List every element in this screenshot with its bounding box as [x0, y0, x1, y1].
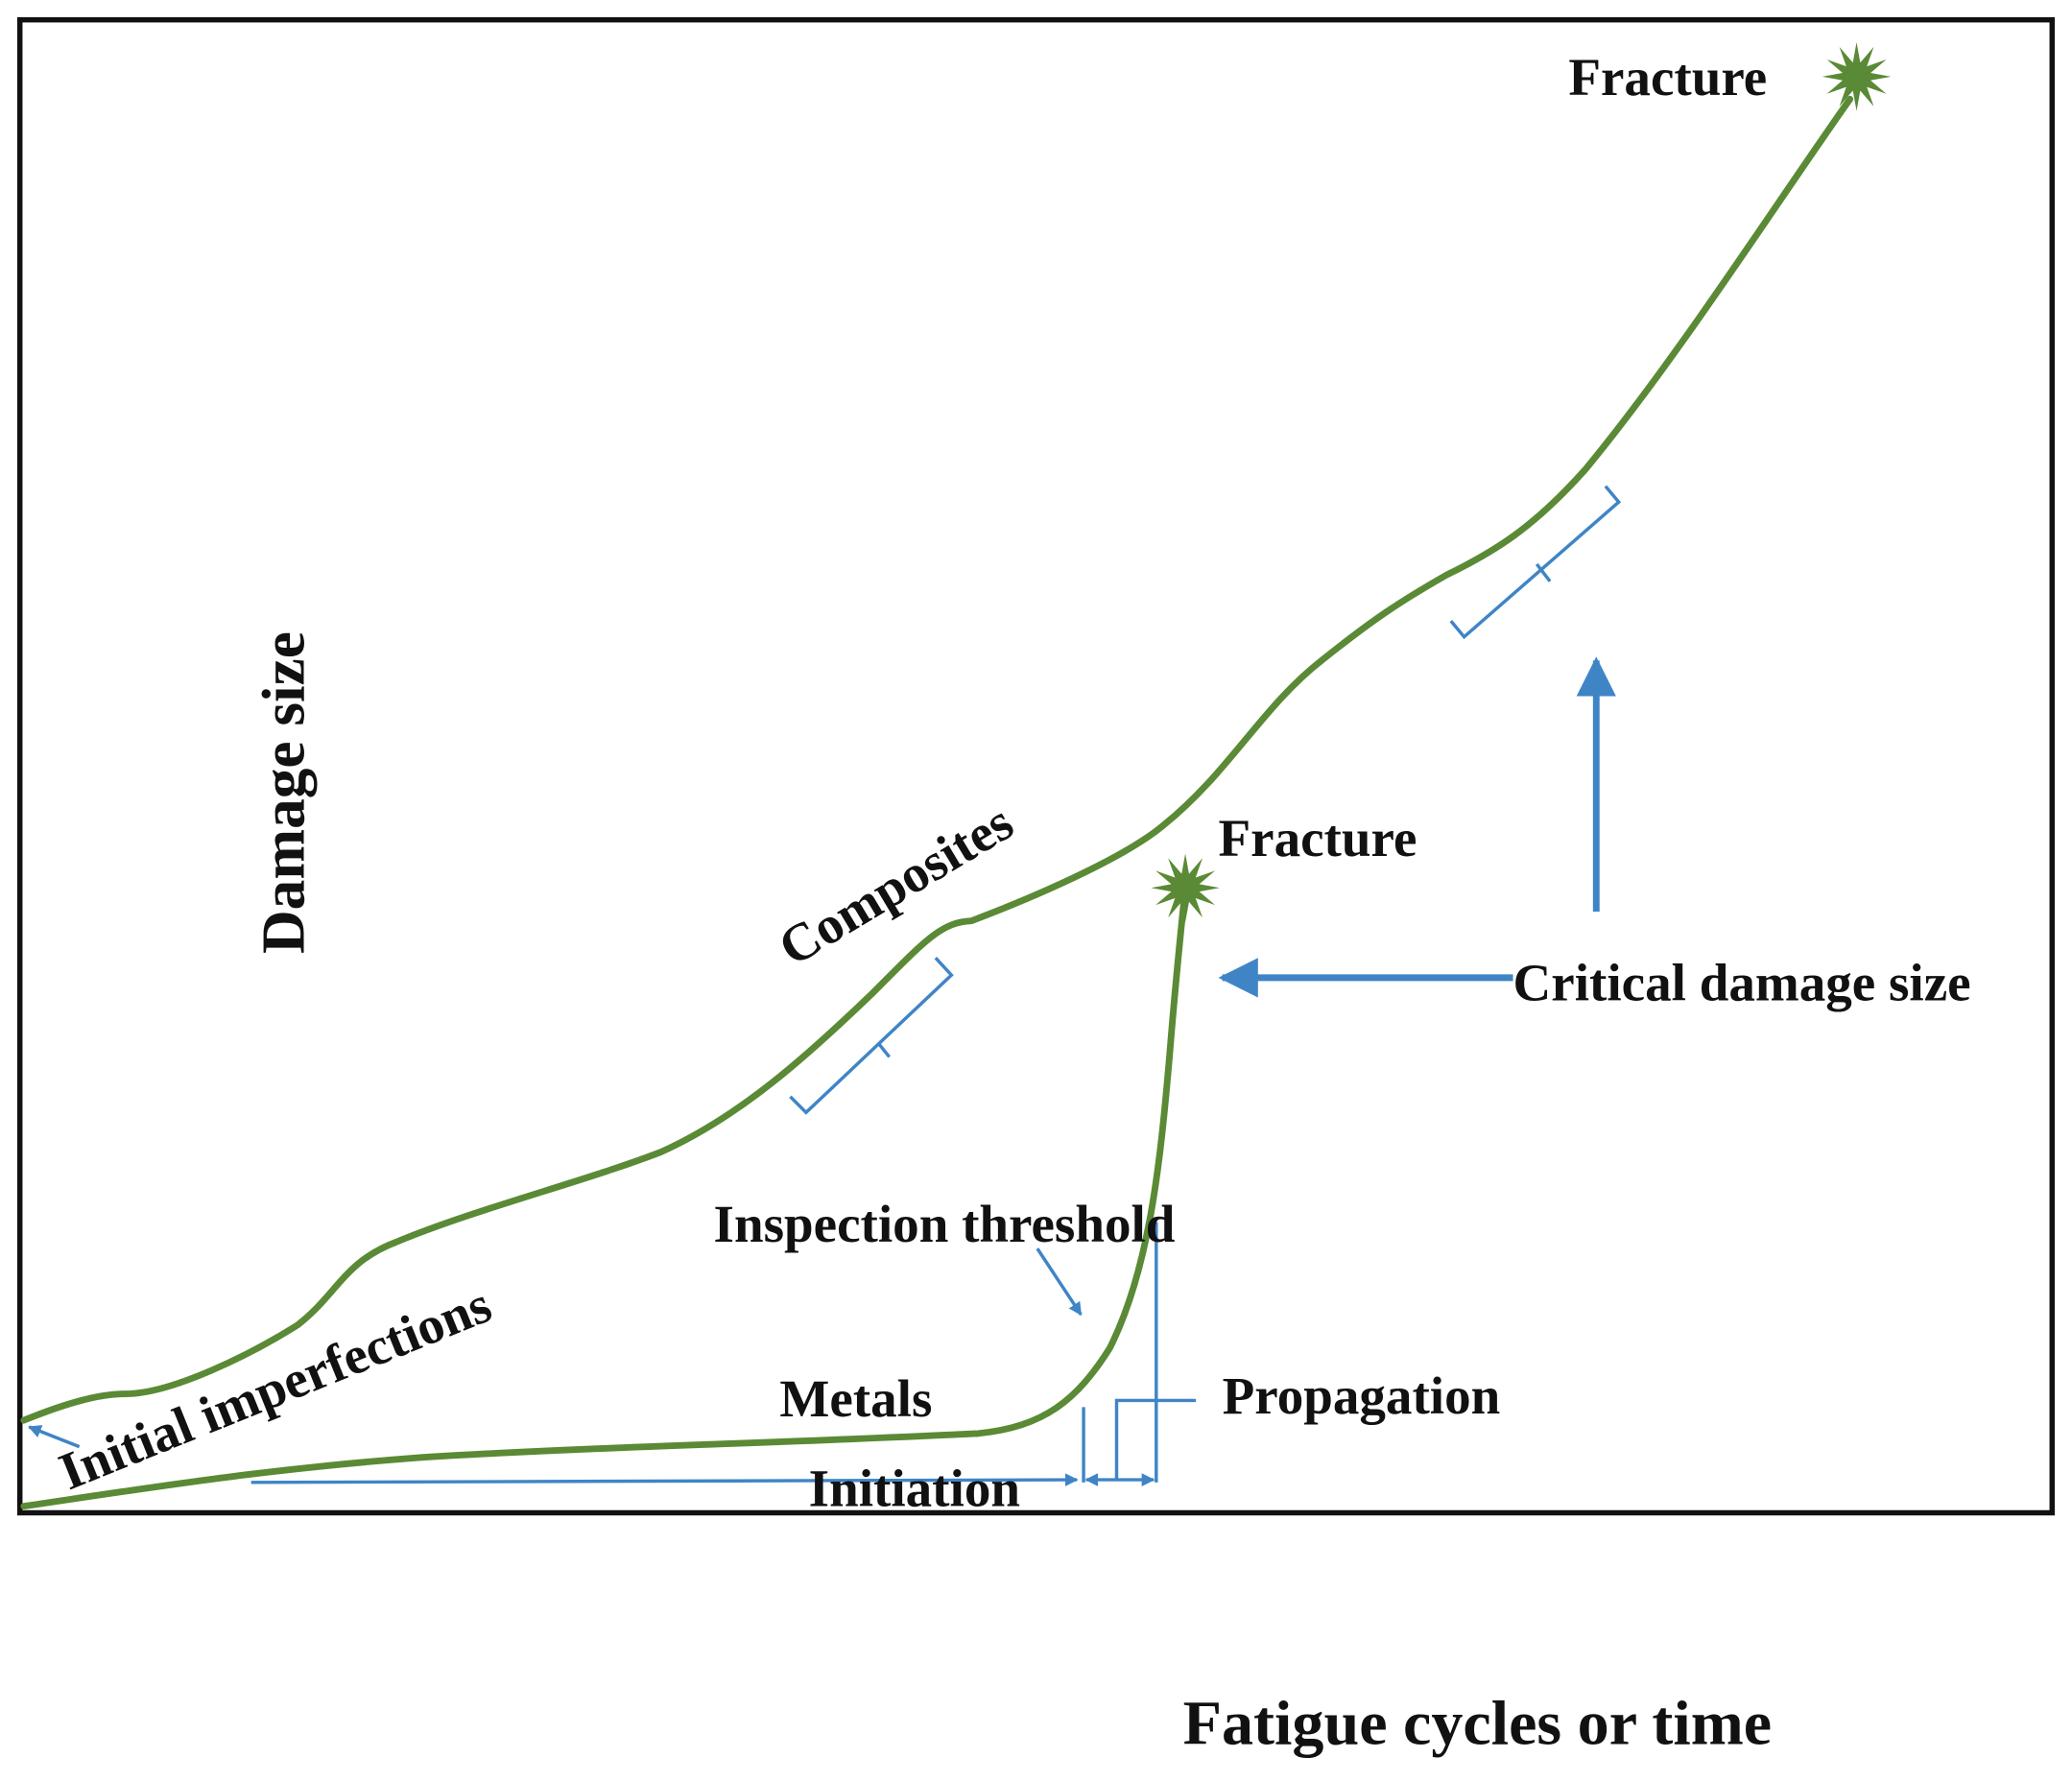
- label: Fracture: [1568, 48, 1767, 107]
- y-axis-label: Damage size: [250, 631, 318, 954]
- arrow: [28, 1425, 81, 1449]
- composites-curve: [20, 95, 1854, 1424]
- label: Critical damage size: [1513, 953, 1971, 1011]
- bracket: [789, 957, 954, 1115]
- x-axis-label: Fatigue cycles or time: [1183, 1688, 1772, 1758]
- label: Initial imperfections: [51, 1274, 499, 1501]
- fracture-star: [1822, 42, 1892, 111]
- arrow: [1036, 1247, 1083, 1317]
- label: Metals: [779, 1369, 932, 1428]
- metals-curve: [20, 884, 1189, 1510]
- label: Initiation: [809, 1460, 1020, 1518]
- bracket: [1449, 485, 1622, 640]
- label: Composites: [769, 793, 1023, 978]
- label: Inspection threshold: [714, 1195, 1176, 1253]
- frame: [16, 16, 2056, 1516]
- marker-line: [1114, 1398, 1197, 1481]
- fracture-star: [1151, 853, 1220, 923]
- label: Fracture: [1219, 809, 1417, 867]
- label: Propagation: [1223, 1366, 1501, 1425]
- arrow: [250, 1473, 1079, 1487]
